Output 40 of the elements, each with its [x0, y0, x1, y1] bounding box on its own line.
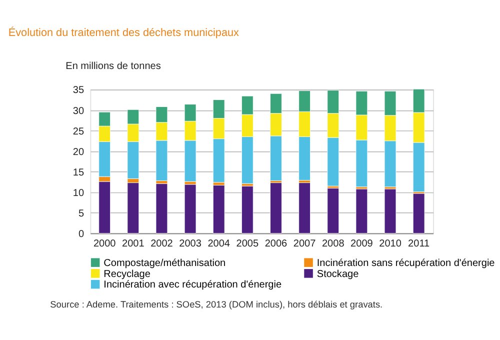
x-tick-label: 2000 [93, 238, 116, 250]
bar [412, 193, 425, 234]
bar [127, 182, 140, 234]
x-tick-label: 2010 [379, 238, 402, 250]
legend-label: Stockage [316, 268, 360, 280]
bar [270, 182, 282, 234]
y-axis-title: En millions de tonnes [66, 61, 161, 72]
bar [184, 184, 196, 234]
y-tick-label: 15 [72, 167, 84, 178]
x-tick-label: 2009 [350, 238, 374, 250]
bar [212, 185, 225, 234]
legend-label: Incinération sans récupération d'énergie [316, 258, 496, 269]
legend-label: Recyclage [104, 268, 151, 280]
legend-label: Incinération avec récupération d'énergie [104, 280, 282, 291]
x-tick-label: 2005 [236, 238, 259, 250]
y-tick-label: 20 [72, 146, 84, 158]
bar [327, 188, 340, 234]
bar [356, 188, 368, 234]
x-tick-label: 2011 [408, 238, 430, 250]
bar [298, 182, 310, 234]
y-tick-label: 5 [78, 208, 84, 220]
source-note: Source : Ademe. Traitements : SOeS, 2013 (DOM inclus), hors déblais et gravats. [50, 300, 383, 310]
legend-label: Compostage/méthanisation [104, 258, 226, 269]
bar [98, 181, 111, 234]
y-tick-label: 35 [72, 85, 84, 96]
x-tick-label: 2007 [293, 238, 316, 250]
x-tick-label: 2004 [208, 238, 230, 250]
x-tick-label: 2008 [322, 238, 345, 250]
y-tick-label: 30 [72, 106, 84, 117]
x-tick-label: 2001 [122, 238, 145, 250]
bar [384, 188, 396, 234]
y-tick-label: 25 [72, 126, 84, 138]
chart-title: Évolution du traitement des déchets municipaux [8, 26, 240, 39]
bar [156, 183, 168, 234]
y-tick-label: 10 [72, 188, 84, 199]
x-tick-label: 2002 [150, 238, 174, 250]
y-tick-label: 0 [78, 229, 84, 240]
x-tick-label: 2006 [264, 238, 288, 250]
bar [242, 186, 254, 234]
x-tick-label: 2003 [179, 238, 202, 250]
